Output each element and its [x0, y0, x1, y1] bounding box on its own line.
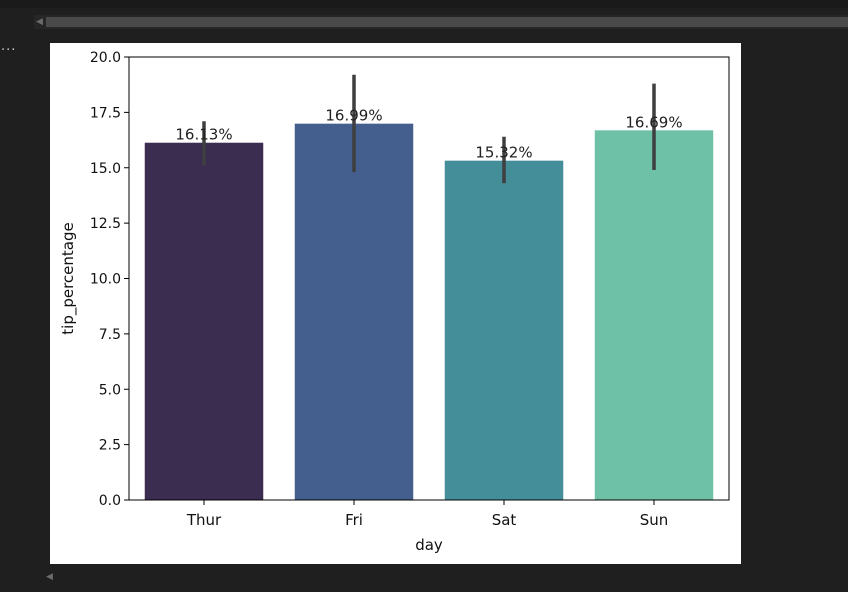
scroll-left-arrow-icon[interactable]: ◀ — [46, 572, 53, 582]
y-tick-label: 10.0 — [90, 272, 121, 288]
y-tick-label: 12.5 — [90, 216, 121, 232]
bar-sun — [594, 130, 714, 500]
x-tick-label: Fri — [345, 511, 363, 529]
scroll-left-arrow-icon[interactable]: ◀ — [36, 17, 43, 27]
x-tick-label: Thur — [186, 511, 222, 529]
horizontal-scrollbar-top[interactable]: ◀ — [34, 15, 848, 29]
y-tick-label: 7.5 — [99, 327, 121, 343]
data-label-thur: 16.13% — [175, 126, 232, 144]
y-tick-label: 0.0 — [99, 493, 121, 509]
y-tick-label: 2.5 — [99, 438, 121, 454]
x-tick-label: Sat — [492, 511, 517, 529]
x-axis-label: day — [415, 536, 443, 554]
y-tick-label: 5.0 — [99, 382, 121, 398]
top-strip — [0, 0, 848, 8]
bar-fri — [294, 123, 414, 500]
y-axis-label: tip_percentage — [59, 222, 78, 334]
data-label-sun: 16.69% — [625, 113, 682, 131]
bar-sat — [444, 160, 564, 501]
y-tick-label: 20.0 — [90, 50, 121, 66]
chart-figure: 16.13% 16.99% 15.32% 16.69% 0.0 2.5 5.0 7.5 10.0… — [50, 43, 741, 564]
data-label-sat: 15.32% — [475, 144, 532, 162]
bar-chart: 16.13% 16.99% 15.32% 16.69% 0.0 2.5 5.0 7.5 10.0… — [59, 50, 730, 554]
data-label-fri: 16.99% — [325, 107, 382, 125]
horizontal-scrollbar-bottom[interactable]: ◀ — [34, 570, 848, 584]
scrollbar-thumb[interactable] — [46, 17, 848, 27]
y-tick-label: 15.0 — [90, 161, 121, 177]
bar-thur — [144, 142, 264, 500]
output-collapse-ellipsis[interactable]: ... — [1, 39, 17, 54]
y-tick-label: 17.5 — [90, 105, 121, 121]
x-tick-label: Sun — [640, 511, 669, 529]
